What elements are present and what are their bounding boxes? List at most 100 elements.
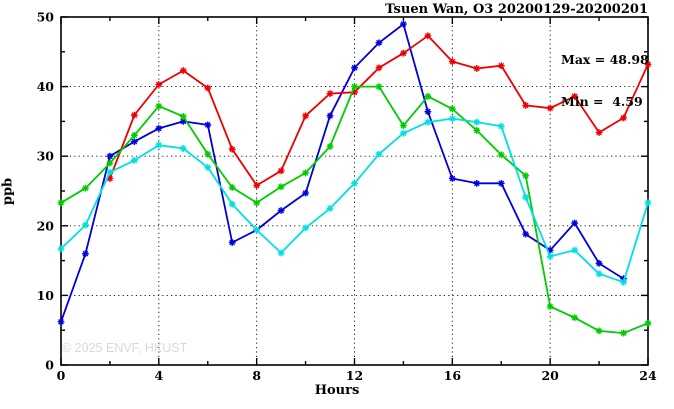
series-green-marker (155, 102, 163, 110)
series-cyan-marker (277, 249, 285, 257)
series-cyan-line (60, 117, 649, 284)
series-green-marker (228, 184, 236, 191)
series-cyan-marker (522, 193, 530, 201)
series-red-marker (228, 145, 236, 153)
series-cyan-marker (546, 253, 554, 260)
series-blue-marker (375, 39, 383, 47)
y-tick-label: 50 (37, 10, 55, 25)
series-cyan-marker (497, 122, 505, 130)
series-cyan-marker (228, 200, 236, 208)
series-green-marker (473, 127, 481, 134)
series-green-marker (204, 150, 212, 158)
series-blue-marker (351, 64, 358, 72)
series-red-marker (424, 32, 432, 40)
series-cyan-marker (424, 118, 432, 126)
series-blue-marker (400, 20, 407, 28)
series-green-marker (375, 83, 383, 90)
series-blue-marker (155, 124, 163, 132)
series-green-marker (546, 303, 554, 310)
series-green-marker (424, 92, 432, 100)
series-blue-marker (448, 175, 456, 182)
series-red-marker (179, 67, 187, 74)
series-cyan-marker (106, 168, 114, 176)
series-red-marker (277, 167, 285, 175)
series-green-marker (571, 314, 579, 322)
series-red-marker (595, 129, 603, 136)
series-red-marker (571, 92, 579, 100)
series-cyan-marker (155, 141, 163, 149)
series-red-marker (620, 114, 627, 122)
x-axis-label: Hours (314, 383, 360, 398)
series-red-marker (351, 88, 358, 96)
series-green-marker (644, 319, 652, 327)
series-green-marker (57, 199, 65, 207)
series-green-marker (522, 172, 530, 180)
series-blue-marker (82, 250, 89, 258)
series-green-marker (351, 83, 358, 90)
series-cyan-marker (571, 246, 579, 254)
series-blue-marker (179, 118, 187, 125)
series-red-marker (497, 62, 505, 70)
x-tick-label: 0 (57, 368, 66, 383)
series-blue-marker (204, 121, 212, 129)
series-red-marker (253, 182, 261, 189)
series-red-marker (302, 112, 309, 120)
series-green-marker (277, 183, 285, 191)
series-blue-marker (326, 112, 334, 120)
series-green-marker (620, 329, 627, 337)
max-min-annotation: Max = 48.98 Min = 4.59 (561, 25, 649, 137)
series-blue-marker (546, 246, 554, 254)
series-blue-marker (522, 230, 530, 238)
series-cyan-marker (179, 145, 187, 152)
series-blue-marker (571, 219, 579, 227)
series-cyan-marker (644, 199, 652, 207)
series-green-marker (448, 105, 456, 113)
series-cyan-marker (253, 226, 261, 234)
series-red-marker (473, 65, 481, 72)
series-red-marker (130, 111, 138, 119)
y-tick-label: 40 (37, 79, 55, 94)
series-red-marker (155, 81, 163, 88)
series-blue-marker (620, 275, 627, 283)
max-value-label: Max = 48.98 (561, 52, 649, 67)
series-cyan-marker (448, 115, 456, 123)
series-green-marker (179, 113, 187, 120)
series-cyan-marker (302, 224, 309, 232)
y-tick-label: 30 (37, 149, 55, 164)
series-blue-line (60, 23, 624, 323)
series-cyan-marker (400, 129, 407, 137)
series-blue-marker (228, 239, 236, 246)
series-cyan-marker (351, 179, 358, 187)
series-cyan-marker (57, 245, 65, 253)
y-tick-label: 0 (45, 358, 54, 373)
series-green-marker (106, 159, 114, 167)
watermark: © 2025 ENVF, HKUST (62, 341, 188, 355)
y-tick-label: 20 (37, 218, 55, 233)
series-red-marker (326, 90, 334, 97)
x-tick-label: 4 (154, 368, 163, 383)
series-blue-marker (302, 189, 309, 197)
series-green-marker (595, 327, 603, 335)
series-cyan-marker (375, 150, 383, 158)
series-blue-marker (57, 318, 65, 326)
series-cyan-marker (620, 278, 627, 286)
series-red-marker (106, 175, 114, 182)
series-green-marker (326, 143, 334, 150)
series-cyan-marker (473, 118, 481, 126)
min-value-label: Min = 4.59 (561, 94, 643, 109)
series-cyan-marker (82, 221, 89, 229)
series-blue-marker (130, 138, 138, 145)
series-red-marker (400, 49, 407, 57)
x-tick-label: 12 (346, 368, 363, 383)
series-cyan-marker (326, 205, 334, 212)
series-blue-marker (473, 179, 481, 187)
series-green-marker (253, 199, 261, 207)
series-blue-marker (277, 207, 285, 214)
series-red-marker (448, 58, 456, 65)
series-green-marker (400, 122, 407, 129)
series-blue-marker (595, 259, 603, 267)
y-tick-label: 10 (37, 288, 55, 303)
x-tick-label: 16 (444, 368, 462, 383)
